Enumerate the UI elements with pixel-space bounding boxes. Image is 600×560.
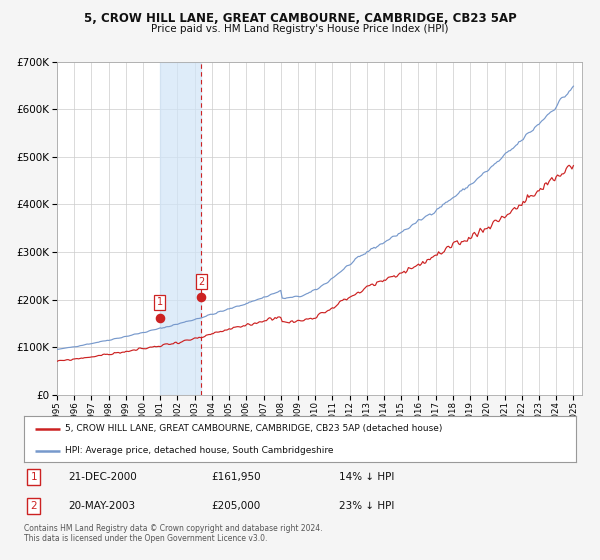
Text: 5, CROW HILL LANE, GREAT CAMBOURNE, CAMBRIDGE, CB23 5AP: 5, CROW HILL LANE, GREAT CAMBOURNE, CAMB… [83,12,517,25]
Text: 1: 1 [31,472,37,482]
Text: 2: 2 [198,277,205,287]
Text: This data is licensed under the Open Government Licence v3.0.: This data is licensed under the Open Gov… [24,534,268,543]
Text: Contains HM Land Registry data © Crown copyright and database right 2024.: Contains HM Land Registry data © Crown c… [24,524,323,533]
Text: 21-DEC-2000: 21-DEC-2000 [68,472,137,482]
Text: 1: 1 [157,297,163,307]
Text: HPI: Average price, detached house, South Cambridgeshire: HPI: Average price, detached house, Sout… [65,446,334,455]
Point [197,293,206,302]
Text: 23% ↓ HPI: 23% ↓ HPI [338,501,394,511]
Text: 5, CROW HILL LANE, GREAT CAMBOURNE, CAMBRIDGE, CB23 5AP (detached house): 5, CROW HILL LANE, GREAT CAMBOURNE, CAMB… [65,424,443,433]
Text: £205,000: £205,000 [212,501,261,511]
Text: 14% ↓ HPI: 14% ↓ HPI [338,472,394,482]
Point [155,313,164,322]
Text: £161,950: £161,950 [212,472,262,482]
Text: 2: 2 [31,501,37,511]
Bar [160,62,202,395]
Text: Price paid vs. HM Land Registry's House Price Index (HPI): Price paid vs. HM Land Registry's House … [151,24,449,34]
Text: 20-MAY-2003: 20-MAY-2003 [68,501,135,511]
